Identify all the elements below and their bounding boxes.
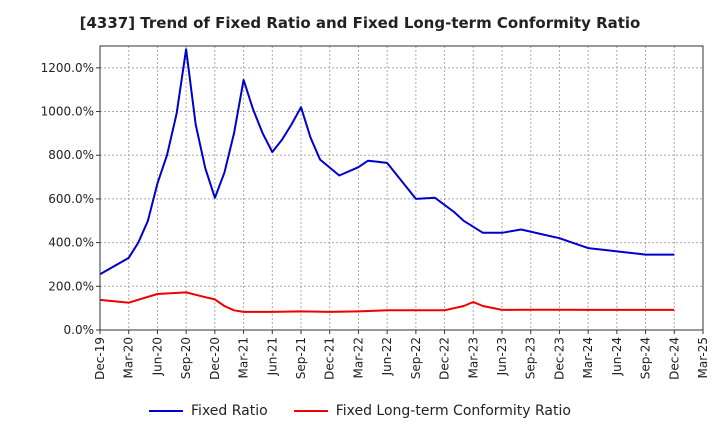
y-tick-label: 1200.0% [41,61,94,75]
x-axis-ticks: Dec-19 Mar-20 Jun-20 Sep-20 Dec-20 Mar-21 Jun-… [93,330,710,380]
x-tick-label: Sep-20 [179,337,193,379]
x-tick-label: Sep-23 [524,337,538,379]
legend-swatch-fixed-ratio [149,410,184,412]
legend-item-conformity-ratio[interactable]: Fixed Long-term Conformity Ratio [293,403,571,419]
y-tick-label: 400.0% [48,236,94,250]
x-tick-label: Sep-22 [409,337,423,379]
x-tick-label: Jun-22 [380,337,394,376]
x-tick-label: Dec-20 [208,337,222,380]
x-tick-label: Jun-24 [610,337,624,376]
legend-label-fixed-ratio: Fixed Ratio [191,403,268,419]
y-tick-label: 200.0% [48,279,94,293]
x-tick-label: Dec-21 [323,337,337,380]
series-line-conformity-ratio [99,291,675,313]
x-tick-label: Sep-21 [294,337,308,379]
x-tick-label: Mar-21 [237,337,251,378]
y-axis-ticks: 0.0% 200.0% 400.0% 600.0% 800.0% 1000.0% 1200.… [41,61,100,337]
x-tick-label: Mar-20 [122,337,136,378]
legend-label-conformity-ratio: Fixed Long-term Conformity Ratio [335,403,571,419]
y-tick-label: 600.0% [48,192,94,206]
x-tick-label: Sep-24 [639,337,653,379]
x-tick-label: Jun-20 [150,337,164,376]
chart-title: [4337] Trend of Fixed Ratio and Fixed Lo… [79,14,641,32]
y-tick-label: 800.0% [48,148,94,162]
plot-area-frame [99,45,704,331]
x-tick-label: Mar-22 [351,337,365,378]
x-tick-label: Mar-24 [581,337,595,378]
x-tick-label: Jun-23 [495,337,509,376]
y-tick-label: 0.0% [64,323,95,337]
y-tick-label: 1000.0% [41,105,94,119]
x-tick-label: Dec-23 [552,337,566,380]
series-line-fixed-ratio [99,48,675,276]
x-tick-label: Dec-22 [438,337,452,380]
legend-swatch-conformity-ratio [293,410,328,412]
x-tick-label: Jun-21 [265,337,279,376]
x-tick-label: Dec-24 [667,337,681,380]
chart-legend: Fixed Ratio Fixed Long-term Conformity R… [0,403,720,419]
legend-item-fixed-ratio[interactable]: Fixed Ratio [149,403,268,419]
x-tick-label: Mar-25 [696,337,710,378]
x-tick-label: Mar-23 [466,337,480,378]
series-lines [99,48,675,313]
x-tick-label: Dec-19 [93,337,107,380]
gridlines [99,46,704,331]
